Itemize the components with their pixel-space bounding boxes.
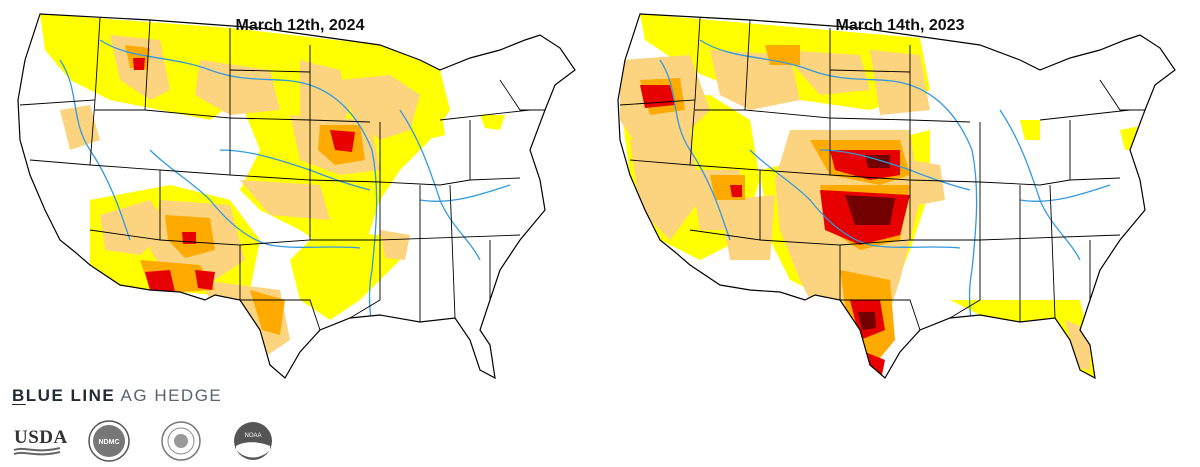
ndmc-logo-text: NDMC [99,439,120,446]
map-title-2024: March 12th, 2024 [235,17,365,34]
d3-areas [133,58,355,292]
usda-logo: USDA [12,420,67,460]
brand-initial: B [12,386,26,405]
drought-map-2023: March 14th, 2023 [600,0,1200,395]
drought-map-2023-svg [617,13,1176,379]
ndmc-logo: NDMC [87,420,131,462]
state-borders [19,17,545,331]
brand-name-strong: BLUE LINE [12,386,116,405]
noaa-logo: NOAA [232,420,274,462]
brand-wordmark: BLUE LINE AG HEDGE [12,386,222,406]
noaa-logo-text: NOAA [244,433,261,439]
state-borders [619,17,1145,331]
doc-seal-logo [160,420,202,462]
brand-name-light: AG HEDGE [120,386,223,405]
usda-logo-text: USDA [14,427,68,448]
drought-map-2024: March 12th, 2024 [0,0,600,395]
drought-map-2024-svg [17,13,576,379]
map-title-2023: March 14th, 2023 [835,17,965,34]
